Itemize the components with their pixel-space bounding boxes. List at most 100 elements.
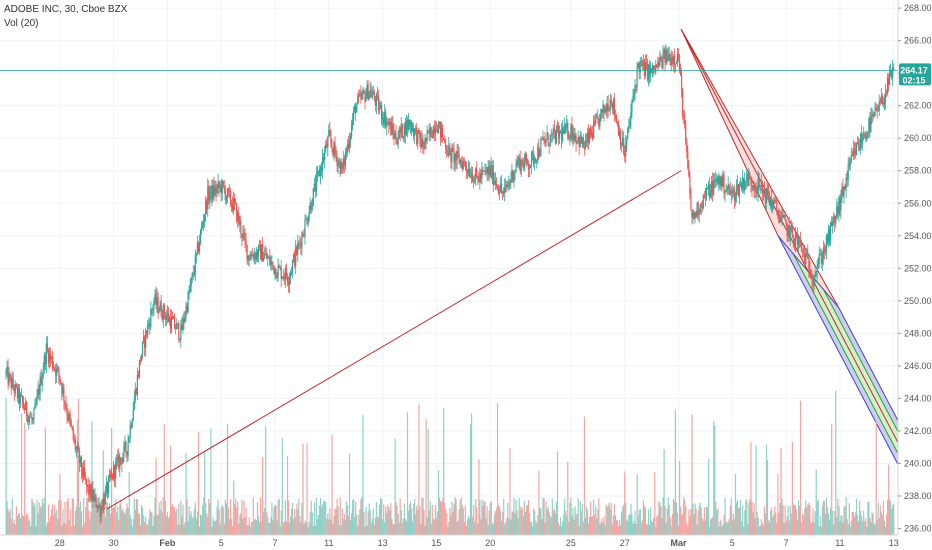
volume-bar [214, 521, 216, 535]
candle [580, 132, 582, 145]
volume-bar [489, 503, 491, 535]
candle-body [473, 181, 475, 183]
candle [433, 120, 435, 142]
candle-body [244, 232, 246, 240]
volume-bar [533, 508, 535, 535]
candle [390, 117, 392, 137]
candle [218, 180, 220, 197]
candle-body [140, 354, 143, 362]
volume-bar [535, 520, 537, 535]
candle-body [506, 184, 508, 187]
volume-bar [220, 506, 222, 535]
candle-body [610, 99, 612, 104]
candle-body [883, 101, 885, 105]
symbol-title[interactable]: ADOBE INC, 30, Cboe BZX [4, 4, 128, 15]
trend-line-drawing[interactable] [106, 170, 682, 510]
candle [800, 231, 802, 248]
price-tick-label: 258.00 [904, 166, 932, 176]
volume-bar [638, 509, 640, 535]
candle [779, 209, 781, 224]
candle [710, 183, 712, 199]
volume-bar [284, 500, 286, 535]
volume-bar [48, 521, 51, 535]
candle-body [72, 429, 74, 440]
candle [291, 266, 293, 276]
volume-bar [334, 508, 336, 535]
candle-body [640, 60, 642, 63]
candle-body [878, 102, 880, 111]
volume-bar [313, 502, 315, 535]
candle [294, 250, 296, 269]
candle-body [174, 316, 176, 328]
candle-body [403, 123, 405, 137]
candle [630, 103, 632, 130]
volume-bar [452, 511, 454, 535]
candle [163, 303, 165, 320]
candle-body [584, 141, 586, 149]
candle-body [778, 215, 780, 223]
candle [376, 86, 378, 101]
volume-bar [441, 502, 443, 535]
volume-bar [687, 525, 689, 535]
candle [695, 210, 697, 218]
candle [781, 208, 783, 226]
price-tick-label: 254.00 [904, 231, 932, 241]
volume-bar [27, 514, 29, 535]
candle-body [109, 474, 112, 477]
candle-body [517, 160, 519, 165]
candle [213, 176, 215, 201]
volume-bar [594, 515, 596, 535]
candle-body [297, 243, 299, 255]
candle [752, 184, 754, 192]
volume-bar [190, 511, 192, 535]
volume-bar [41, 499, 43, 535]
price-axis[interactable]: 236.00238.00240.00242.00244.00246.00248.… [897, 0, 932, 550]
volume-bar [884, 526, 887, 535]
candle [650, 61, 652, 83]
candle-body [674, 64, 676, 65]
candle-body [383, 117, 385, 124]
candle-body [6, 367, 8, 372]
volume-bar [481, 499, 483, 535]
candle-body [580, 135, 582, 144]
pitchfork-drawing[interactable] [680, 29, 899, 465]
candle-body [212, 185, 214, 200]
volume-bar [789, 505, 791, 535]
volume-bar [733, 518, 735, 535]
candle [835, 215, 837, 229]
candle [262, 236, 264, 262]
volume-bar [29, 520, 31, 535]
volume-bar [245, 507, 247, 535]
volume-bar [806, 507, 808, 535]
candle [771, 189, 773, 213]
candle [705, 183, 707, 201]
volume-indicator-label[interactable]: Vol (20) [4, 18, 39, 29]
volume-bar [286, 456, 289, 535]
volume-bar [715, 501, 717, 535]
candle-body [372, 91, 374, 95]
candle-body [577, 136, 579, 141]
volume-bar [230, 499, 232, 535]
candle-body [364, 92, 366, 102]
volume-bar [433, 520, 435, 535]
candle-body [523, 161, 525, 169]
candle-body [7, 367, 9, 384]
candle [684, 109, 686, 129]
candle [343, 155, 345, 173]
volume-bar [482, 506, 484, 535]
candle [893, 63, 895, 72]
volume-bar [658, 500, 660, 535]
candle-body [699, 204, 701, 214]
time-tick-label: Feb [159, 538, 176, 548]
candle-body [16, 387, 18, 398]
time-axis[interactable]: 28 30 Feb 5 7 11 13 15 20 25 27 Mar 5 7 11 13 [0, 534, 899, 548]
candle-body [838, 198, 840, 215]
volume-bar [211, 526, 213, 535]
volume-bar [751, 502, 753, 535]
candle [613, 92, 615, 123]
volume-bar [559, 525, 561, 535]
candle-body [198, 242, 201, 252]
candle-body [402, 137, 404, 139]
candle-body [515, 163, 517, 171]
